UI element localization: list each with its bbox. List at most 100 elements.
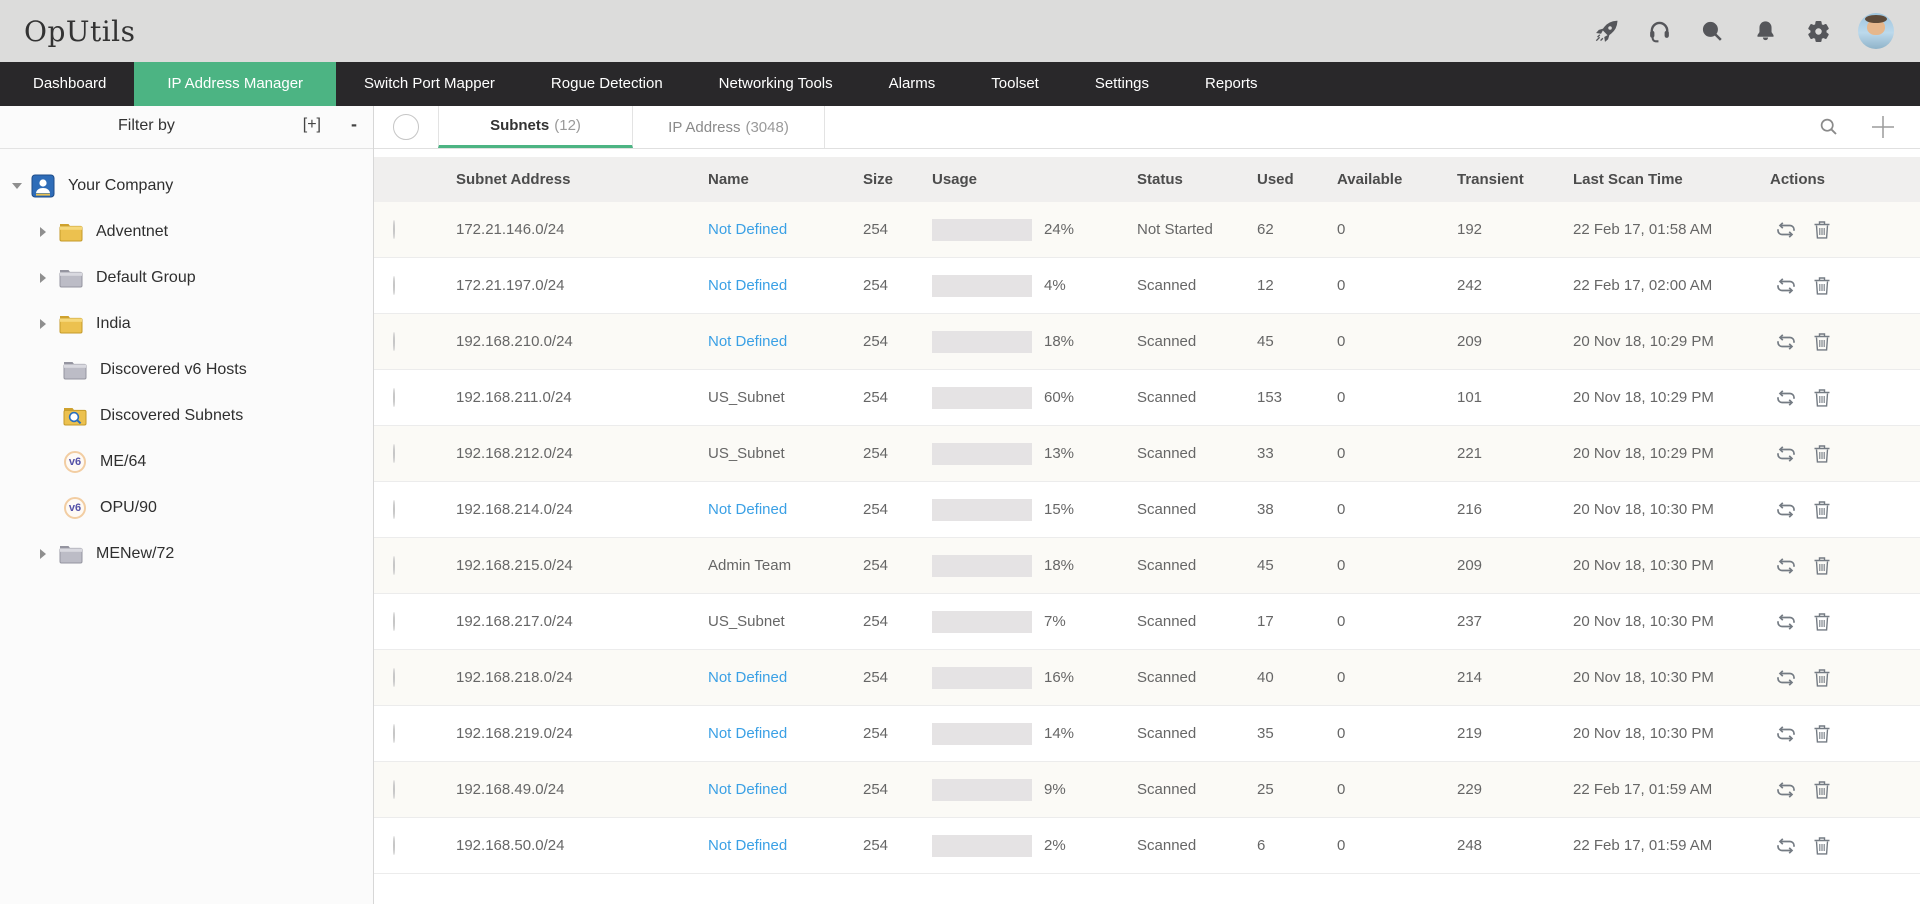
rescan-icon[interactable]	[1774, 613, 1798, 631]
sidebar-item-me-64[interactable]: v6 ME/64	[0, 439, 373, 485]
sidebar-item-your-company[interactable]: Your Company	[0, 163, 373, 209]
tab-reports[interactable]: Reports	[1205, 75, 1258, 92]
delete-icon[interactable]	[1813, 724, 1831, 744]
sidebar-item-india[interactable]: India	[0, 301, 373, 347]
used-cell: 153	[1257, 389, 1283, 406]
company-icon	[30, 174, 56, 198]
add-subnet-plus-icon[interactable]	[1870, 114, 1896, 140]
rescan-icon[interactable]	[1774, 781, 1798, 799]
last-scan-time-cell: 20 Nov 18, 10:30 PM	[1573, 725, 1714, 742]
tree-caret[interactable]	[40, 319, 46, 329]
rescan-icon[interactable]	[1774, 725, 1798, 743]
subnet-name-link[interactable]: Not Defined	[708, 221, 788, 238]
tab-rogue-detection[interactable]: Rogue Detection	[550, 75, 663, 92]
subnet-name-link[interactable]: Not Defined	[708, 277, 788, 294]
table-row: 192.168.212.0/24 US_Subnet 254 13% Scann…	[374, 426, 1920, 482]
tab-switch-port-mapper[interactable]: Switch Port Mapper	[364, 75, 495, 92]
tab-settings[interactable]: Settings	[1094, 75, 1150, 92]
subnet-name-cell: US_Subnet	[708, 389, 785, 406]
row-checkbox[interactable]	[393, 780, 395, 799]
user-avatar[interactable]	[1858, 13, 1894, 49]
tab-alarms[interactable]: Alarms	[888, 75, 936, 92]
row-checkbox[interactable]	[393, 500, 395, 519]
bell-icon[interactable]	[1752, 18, 1778, 44]
delete-icon[interactable]	[1813, 332, 1831, 352]
last-scan-time-cell: 20 Nov 18, 10:30 PM	[1573, 613, 1714, 630]
row-checkbox[interactable]	[393, 276, 395, 295]
sidebar-item-opu-90[interactable]: v6 OPU/90	[0, 485, 373, 531]
subnet-name-link[interactable]: Not Defined	[708, 837, 788, 854]
tab-networking-tools[interactable]: Networking Tools	[718, 75, 833, 92]
delete-icon[interactable]	[1813, 668, 1831, 688]
tree-caret[interactable]	[12, 183, 22, 189]
filter-add-button[interactable]: [+]	[302, 116, 321, 133]
folder-gray-icon	[58, 542, 84, 566]
rescan-icon[interactable]	[1774, 837, 1798, 855]
delete-icon[interactable]	[1813, 220, 1831, 240]
delete-icon[interactable]	[1813, 276, 1831, 296]
row-checkbox[interactable]	[393, 220, 395, 239]
sidebar-item-adventnet[interactable]: Adventnet	[0, 209, 373, 255]
tree-caret[interactable]	[40, 227, 46, 237]
row-checkbox[interactable]	[393, 612, 395, 631]
status-cell: Scanned	[1137, 333, 1197, 350]
gear-icon[interactable]	[1805, 18, 1831, 44]
tab-dashboard[interactable]: Dashboard	[33, 75, 107, 92]
search-icon[interactable]	[1699, 18, 1725, 44]
used-cell: 35	[1257, 725, 1274, 742]
rescan-icon[interactable]	[1774, 669, 1798, 687]
subnet-name-link[interactable]: Not Defined	[708, 333, 788, 350]
delete-icon[interactable]	[1813, 444, 1831, 464]
delete-icon[interactable]	[1813, 556, 1831, 576]
transient-cell: 248	[1457, 837, 1483, 854]
tree-caret[interactable]	[40, 273, 46, 283]
usage-bar	[932, 722, 1032, 745]
delete-icon[interactable]	[1813, 612, 1831, 632]
usage-percent: 7%	[1044, 613, 1066, 630]
rescan-icon[interactable]	[1774, 445, 1798, 463]
sidebar-item-default-group[interactable]: Default Group	[0, 255, 373, 301]
row-checkbox[interactable]	[393, 332, 395, 351]
table-row: 192.168.49.0/24 Not Defined 254 9% Scann…	[374, 762, 1920, 818]
rescan-icon[interactable]	[1774, 557, 1798, 575]
delete-icon[interactable]	[1813, 780, 1831, 800]
tab-ip-address-manager[interactable]: IP Address Manager	[134, 62, 337, 106]
rescan-icon[interactable]	[1774, 333, 1798, 351]
usage-cell: 18%	[932, 330, 1137, 353]
tab-subnets[interactable]: Subnets (12)	[438, 106, 633, 148]
headset-icon[interactable]	[1646, 18, 1672, 44]
rescan-icon[interactable]	[1774, 501, 1798, 519]
transient-cell: 221	[1457, 445, 1483, 462]
subnet-address-cell: 192.168.215.0/24	[456, 557, 573, 574]
subnet-name-link[interactable]: Not Defined	[708, 725, 788, 742]
subnet-name-link[interactable]: Not Defined	[708, 781, 788, 798]
table-search-icon[interactable]	[1818, 116, 1840, 138]
rescan-icon[interactable]	[1774, 277, 1798, 295]
last-scan-time-cell: 22 Feb 17, 01:59 AM	[1573, 837, 1713, 854]
used-cell: 25	[1257, 781, 1274, 798]
rescan-icon[interactable]	[1774, 389, 1798, 407]
sidebar-item-menew-72[interactable]: MENew/72	[0, 531, 373, 577]
row-checkbox[interactable]	[393, 724, 395, 743]
tab-toolset[interactable]: Toolset	[991, 75, 1039, 92]
select-all-checkbox[interactable]	[393, 114, 419, 140]
tab-ip-address[interactable]: IP Address (3048)	[633, 106, 825, 148]
subnet-name-link[interactable]: Not Defined	[708, 669, 788, 686]
row-checkbox[interactable]	[393, 444, 395, 463]
sidebar-item-discovered-v6-hosts[interactable]: Discovered v6 Hosts	[0, 347, 373, 393]
row-checkbox[interactable]	[393, 556, 395, 575]
size-cell: 254	[863, 781, 889, 798]
rescan-icon[interactable]	[1774, 221, 1798, 239]
row-checkbox[interactable]	[393, 668, 395, 687]
subnet-name-link[interactable]: Not Defined	[708, 501, 788, 518]
row-checkbox[interactable]	[393, 388, 395, 407]
delete-icon[interactable]	[1813, 836, 1831, 856]
delete-icon[interactable]	[1813, 500, 1831, 520]
subnet-address-cell: 192.168.49.0/24	[456, 781, 565, 798]
row-checkbox[interactable]	[393, 836, 395, 855]
tree-caret[interactable]	[40, 549, 46, 559]
delete-icon[interactable]	[1813, 388, 1831, 408]
rocket-icon[interactable]	[1593, 18, 1619, 44]
sidebar-item-discovered-subnets[interactable]: Discovered Subnets	[0, 393, 373, 439]
filter-collapse-button[interactable]: -	[351, 114, 357, 134]
